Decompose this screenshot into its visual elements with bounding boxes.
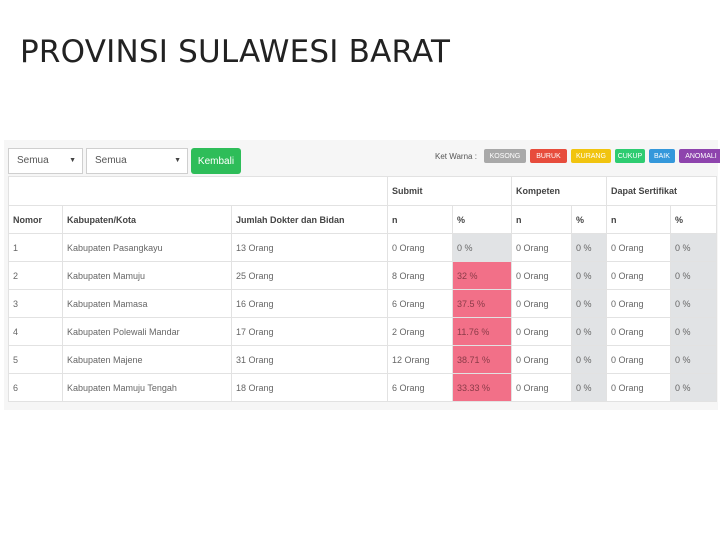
column-header: % xyxy=(670,205,718,234)
column-header: n xyxy=(511,205,572,234)
table-cell: 0 % xyxy=(452,233,512,262)
filter-select-1[interactable]: Semua ▼ xyxy=(8,148,83,174)
table-cell: 8 Orang xyxy=(387,261,453,290)
table-cell: 25 Orang xyxy=(231,261,388,290)
filter-select-2[interactable]: Semua ▼ xyxy=(86,148,188,174)
table-cell: 0 % xyxy=(570,233,608,262)
legend-chip-kosong: KOSONG xyxy=(483,149,526,163)
table-cell: 18 Orang xyxy=(231,373,388,402)
table-cell: 0 % xyxy=(570,289,608,318)
table-cell: 0 Orang xyxy=(606,233,672,262)
filter-select-1-value: Semua xyxy=(17,155,49,166)
chevron-down-icon: ▼ xyxy=(69,157,76,164)
legend-chip-cukup: CUKUP xyxy=(614,149,645,163)
table-cell: Kabupaten Mamuju Tengah xyxy=(62,373,232,402)
table-cell: 0 Orang xyxy=(511,233,572,262)
table-cell: 0 % xyxy=(570,317,608,346)
table-row: 1 Kabupaten Pasangkayu 13 Orang 0 Orang 0 % 0… xyxy=(8,233,718,262)
table-cell: 2 Orang xyxy=(387,317,453,346)
column-header: Nomor xyxy=(8,205,63,234)
table-cell: 0 % xyxy=(670,373,718,402)
table-cell: 0 % xyxy=(670,317,718,346)
table-cell: 0 Orang xyxy=(511,289,572,318)
table-cell: 0 Orang xyxy=(606,317,672,346)
table-cell: 0 % xyxy=(570,261,608,290)
table-cell: 31 Orang xyxy=(231,345,388,374)
filter-select-2-value: Semua xyxy=(95,155,127,166)
table-cell: Kabupaten Pasangkayu xyxy=(62,233,232,262)
column-header: n xyxy=(606,205,672,234)
table-cell: 0 % xyxy=(670,233,718,262)
table-cell: 0 Orang xyxy=(511,345,572,374)
legend-chip-anomali: ANOMALI xyxy=(678,149,720,163)
table-cell: 0 Orang xyxy=(511,317,572,346)
table-cell: Kabupaten Polewali Mandar xyxy=(62,317,232,346)
table-cell: 11.76 % xyxy=(452,317,512,346)
table-cell: 0 Orang xyxy=(606,373,672,402)
column-header: Kabupaten/Kota xyxy=(62,205,232,234)
table-cell: 33.33 % xyxy=(452,373,512,402)
column-header: Jumlah Dokter dan Bidan xyxy=(231,205,388,234)
table-cell: 0 % xyxy=(570,373,608,402)
legend-chip-baik: BAIK xyxy=(648,149,675,163)
back-button[interactable]: Kembali xyxy=(191,148,241,174)
chevron-down-icon: ▼ xyxy=(174,157,181,164)
column-header: % xyxy=(452,205,512,234)
table-cell: 0 Orang xyxy=(387,233,453,262)
table-row: 2 Kabupaten Mamuju 25 Orang 8 Orang 32 % 0 Or… xyxy=(8,261,718,290)
table-cell: 3 xyxy=(8,289,63,318)
table-cell: Kabupaten Mamuju xyxy=(62,261,232,290)
table-cell: 17 Orang xyxy=(231,317,388,346)
table-cell: Kabupaten Mamasa xyxy=(62,289,232,318)
column-header: n xyxy=(387,205,453,234)
report-panel: Semua ▼ Semua ▼ Kembali Ket Warna : KOSO… xyxy=(4,140,720,410)
table-row: 6 Kabupaten Mamuju Tengah 18 Orang 6 Orang 3… xyxy=(8,373,718,402)
table-cell: 13 Orang xyxy=(231,233,388,262)
table-cell: 16 Orang xyxy=(231,289,388,318)
table-cell: Kabupaten Majene xyxy=(62,345,232,374)
table-cell: 0 Orang xyxy=(511,373,572,402)
table-body: 1 Kabupaten Pasangkayu 13 Orang 0 Orang 0 % 0… xyxy=(8,233,718,402)
table-cell: 6 Orang xyxy=(387,373,453,402)
group-header-empty xyxy=(8,176,388,206)
color-legend: Ket Warna : KOSONG BURUK KURANG CUKUP BA… xyxy=(435,149,720,163)
page-title: PROVINSI SULAWESI BARAT xyxy=(20,34,451,70)
table-cell: 12 Orang xyxy=(387,345,453,374)
table-row: 3 Kabupaten Mamasa 16 Orang 6 Orang 37.5 % 0 … xyxy=(8,289,718,318)
table-cell: 37.5 % xyxy=(452,289,512,318)
group-header-kompeten: Kompeten xyxy=(510,176,608,206)
legend-label: Ket Warna : xyxy=(435,151,477,161)
group-header-sertifikat: Dapat Sertifikat xyxy=(606,176,718,206)
group-header-submit: Submit xyxy=(387,176,512,206)
table-cell: 1 xyxy=(8,233,63,262)
table-group-header-row: Submit Kompeten Dapat Sertifikat xyxy=(8,176,718,206)
table-row: 4 Kabupaten Polewali Mandar 17 Orang 2 Oran… xyxy=(8,317,718,346)
table-cell: 0 Orang xyxy=(606,261,672,290)
table-column-header-row: Nomor Kabupaten/Kota Jumlah Dokter dan B… xyxy=(8,205,718,234)
table-row: 5 Kabupaten Majene 31 Orang 12 Orang 38.71 %… xyxy=(8,345,718,374)
legend-chip-buruk: BURUK xyxy=(529,149,567,163)
table-cell: 0 % xyxy=(670,261,718,290)
filter-toolbar: Semua ▼ Semua ▼ Kembali Ket Warna : KOSO… xyxy=(8,148,720,174)
table-cell: 0 % xyxy=(670,289,718,318)
table-cell: 0 Orang xyxy=(606,289,672,318)
table-cell: 0 Orang xyxy=(511,261,572,290)
table-cell: 0 Orang xyxy=(606,345,672,374)
table-cell: 32 % xyxy=(452,261,512,290)
data-table: Submit Kompeten Dapat Sertifikat Nomor K… xyxy=(8,176,718,402)
table-cell: 0 % xyxy=(670,345,718,374)
table-cell: 5 xyxy=(8,345,63,374)
table-cell: 6 Orang xyxy=(387,289,453,318)
legend-chip-kurang: KURANG xyxy=(570,149,611,163)
table-cell: 6 xyxy=(8,373,63,402)
table-cell: 38.71 % xyxy=(452,345,512,374)
table-cell: 4 xyxy=(8,317,63,346)
column-header: % xyxy=(570,205,608,234)
table-cell: 2 xyxy=(8,261,63,290)
table-cell: 0 % xyxy=(570,345,608,374)
